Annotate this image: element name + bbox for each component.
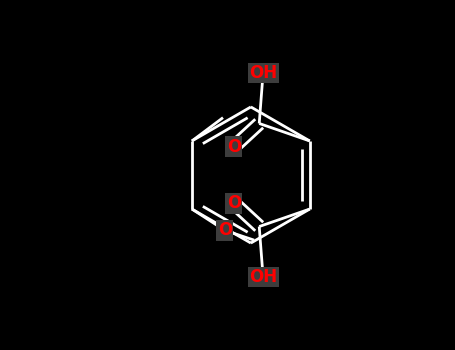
Text: O: O — [218, 222, 232, 239]
Text: OH: OH — [249, 268, 277, 286]
Text: O: O — [227, 194, 241, 212]
Text: OH: OH — [249, 64, 277, 82]
Text: O: O — [227, 138, 241, 156]
